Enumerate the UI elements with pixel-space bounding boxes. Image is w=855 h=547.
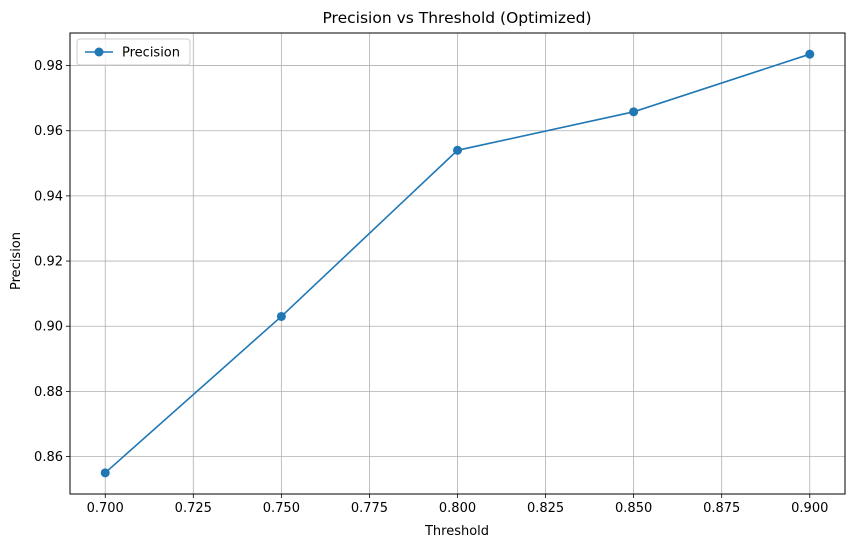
- x-tick-label: 0.825: [527, 501, 564, 516]
- grid-layer: [70, 33, 845, 494]
- x-tick-label: 0.800: [439, 501, 476, 516]
- data-point: [805, 49, 815, 59]
- y-tick-label: 0.94: [34, 189, 63, 204]
- x-tick-label: 0.900: [791, 501, 828, 516]
- y-tick-label: 0.96: [34, 124, 63, 139]
- y-axis-label: Precision: [9, 232, 24, 290]
- y-tick-label: 0.92: [34, 255, 63, 270]
- series-layer: [100, 49, 815, 478]
- x-axis-ticks: 0.700 0.725 0.750 0.775 0.800 0.825 0.850 0.875…: [87, 494, 828, 516]
- x-tick-label: 0.850: [615, 501, 652, 516]
- x-axis-label: Threshold: [424, 524, 489, 539]
- data-point: [629, 107, 639, 117]
- y-tick-label: 0.88: [34, 385, 63, 400]
- data-point: [100, 468, 110, 478]
- legend-box: [76, 38, 191, 66]
- x-tick-label: 0.775: [351, 501, 388, 516]
- legend: Precision: [76, 38, 191, 66]
- y-tick-label: 0.90: [34, 320, 63, 335]
- data-point: [276, 311, 286, 321]
- chart-title: Precision vs Threshold (Optimized): [322, 9, 591, 27]
- x-tick-label: 0.875: [703, 501, 740, 516]
- y-tick-label: 0.86: [34, 450, 63, 465]
- y-tick-label: 0.98: [34, 59, 63, 74]
- legend-marker-swatch: [94, 47, 104, 57]
- legend-label: Precision: [122, 46, 180, 61]
- y-axis-ticks: 0.86 0.88 0.90 0.92 0.94 0.96 0.98: [34, 59, 70, 465]
- x-tick-label: 0.750: [263, 501, 300, 516]
- data-point: [453, 145, 462, 155]
- x-tick-label: 0.725: [175, 501, 212, 516]
- x-tick-label: 0.700: [87, 501, 124, 516]
